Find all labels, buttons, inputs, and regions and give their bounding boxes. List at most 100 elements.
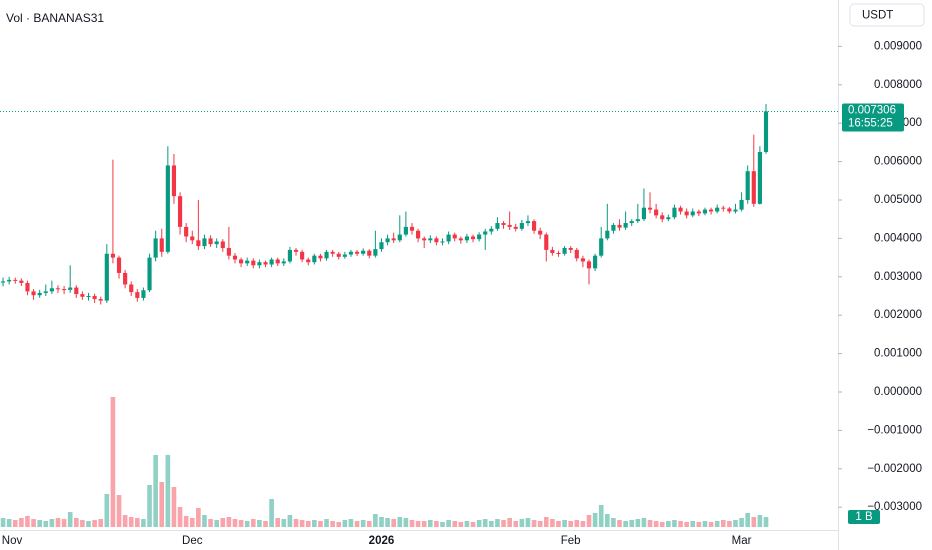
volume-bar — [110, 397, 116, 527]
volume-bar — [482, 519, 488, 527]
candle-body — [281, 261, 286, 264]
volume-bar — [19, 518, 24, 527]
volume-bar — [73, 518, 79, 527]
candle-body — [141, 290, 146, 298]
candle-body — [324, 251, 329, 259]
candle-body — [409, 226, 415, 231]
volume-bar — [293, 519, 299, 527]
countdown-label: 16:55:25 — [848, 117, 893, 129]
volume-bar — [6, 519, 12, 527]
volume-tag — [848, 510, 880, 524]
currency-label[interactable]: USDT — [862, 10, 893, 22]
candle-body — [501, 223, 506, 225]
candle-body — [605, 230, 610, 239]
candle-body — [25, 282, 30, 292]
candle-body — [269, 259, 274, 265]
volume-bar — [196, 508, 201, 527]
volume-bar — [67, 512, 73, 527]
candle-body — [330, 251, 335, 254]
candle-body — [507, 224, 512, 227]
candle-body — [397, 234, 402, 241]
volume-bar — [250, 519, 256, 527]
volume-bar — [263, 521, 268, 527]
candle-body — [562, 247, 567, 254]
volume-bar — [592, 513, 598, 527]
volume-bar — [86, 521, 91, 527]
volume-bar — [403, 518, 409, 527]
x-tick-label: Mar — [732, 535, 752, 547]
volume-bar — [629, 520, 635, 527]
candle-body — [440, 241, 445, 243]
volume-bar — [348, 519, 354, 527]
candle-body — [196, 240, 201, 247]
last-price-label: 0.007306 — [848, 104, 896, 116]
volume-bar — [446, 520, 451, 527]
volume-bar — [31, 519, 36, 527]
candle-body — [214, 241, 219, 245]
candle-body — [544, 234, 549, 250]
volume-bar — [531, 520, 537, 527]
volume-bar — [391, 519, 397, 527]
volume-bar — [653, 521, 659, 527]
volume-bar — [495, 519, 500, 527]
candle-body — [135, 292, 140, 298]
candle-body — [153, 238, 158, 258]
volume-bar — [55, 518, 61, 527]
x-tick-label: Feb — [561, 535, 581, 547]
candle-body — [727, 208, 732, 212]
candle-body — [635, 219, 640, 222]
candle-body — [470, 236, 476, 240]
candle-body — [220, 241, 225, 248]
candle-body — [599, 238, 604, 256]
volume-bar — [501, 520, 506, 527]
candle-body — [312, 255, 317, 263]
x-tick-label: Dec — [182, 535, 203, 547]
volume-bar — [153, 455, 158, 527]
candle-body — [202, 238, 207, 247]
x-tick-label: Nov — [2, 535, 23, 547]
candle-body — [593, 255, 598, 269]
volume-bar — [141, 519, 146, 527]
candle-body — [129, 284, 134, 293]
candle-body — [654, 209, 659, 216]
volume-bar — [507, 518, 512, 527]
candle-body — [434, 238, 439, 243]
candle-body — [696, 211, 701, 214]
candle-body — [660, 215, 665, 220]
volume-bar — [537, 521, 543, 527]
volume-bar — [617, 520, 622, 527]
candle-body — [348, 251, 354, 255]
candle-body — [245, 260, 250, 264]
candle-body — [647, 207, 653, 210]
volume-bar — [147, 485, 152, 527]
candle-body — [715, 207, 720, 212]
candle-body — [0, 281, 6, 283]
plot-area — [0, 103, 838, 527]
candle-body — [19, 280, 24, 283]
last-price-tag — [842, 103, 904, 132]
y-tick-label: 0.002000 — [874, 309, 922, 321]
currency-button[interactable] — [849, 3, 925, 27]
volume-bar — [427, 520, 433, 527]
candle-body — [763, 111, 769, 152]
candle-body — [495, 223, 500, 229]
volume-bar — [556, 521, 561, 527]
volume-bar — [550, 519, 555, 527]
candle-body — [458, 238, 463, 241]
candle-body — [416, 230, 421, 239]
volume-bar — [342, 520, 348, 527]
candle-body — [519, 223, 524, 229]
candle-body — [550, 249, 555, 253]
volume-bar — [434, 521, 439, 527]
volume-bar — [409, 520, 415, 527]
volume-bar — [92, 520, 97, 527]
candle-body — [477, 234, 482, 240]
volume-bar — [720, 520, 726, 527]
candle-body — [586, 261, 592, 269]
candle-body — [525, 221, 531, 224]
volume-bar — [464, 521, 470, 527]
candle-body — [275, 259, 280, 264]
candle-body — [123, 272, 128, 285]
volume-bar — [397, 517, 403, 527]
